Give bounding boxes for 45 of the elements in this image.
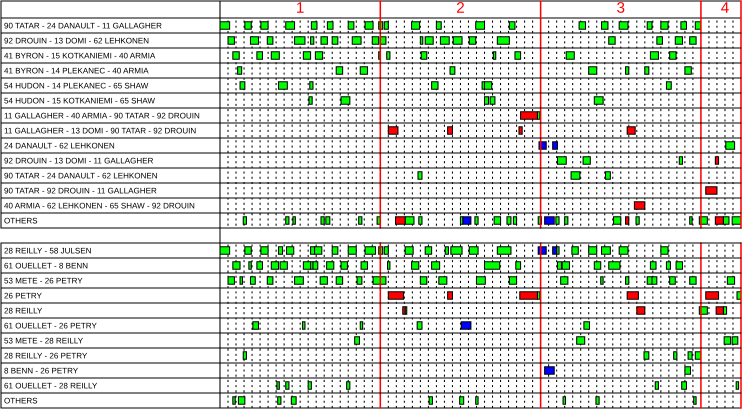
y-tick-label: 40 ARMIA - 62 LEHKONEN - 65 SHAW - 92 DROUIN [4,202,194,208]
bar [402,306,406,315]
y-tick-label: 11 GALLAGHER - 13 DOMI - 90 TATAR - 92 DROUIN [4,128,196,134]
bar [705,186,718,195]
y-tick-label: 41 BYRON - 15 KOTKANIEMI - 40 ARMIA [4,52,156,58]
y-tick-label: 92 DROUIN - 13 DOMI - 62 LEHKONEN [4,38,148,44]
bar [256,51,263,60]
bar [636,306,646,315]
bar [447,291,453,300]
y-tick-label: 90 TATAR - 24 DANAULT - 11 GALLAGHER [4,22,162,28]
bar [519,291,538,300]
bar [270,51,280,60]
x-tick-label: 2 [456,2,464,13]
y-tick-label: 92 DROUIN - 13 DOMI - 11 GALLAGHER [4,158,153,164]
y-tick-label: 53 METE - 28 REILLY [4,338,83,344]
y-tick-label: 61 OUELLET - 26 PETRY [4,322,97,328]
y-tick-label: 11 GALLAGHER - 40 ARMIA - 90 TATAR - 92 DROUIN [4,112,200,118]
y-tick-label: OTHERS [4,398,38,404]
y-tick-label: 61 OUELLET - 28 REILLY [4,382,98,388]
y-tick-label: 61 OUELLET - 8 BENN [4,262,88,268]
bar [736,381,740,390]
bar [705,291,720,300]
bar [626,291,639,300]
x-tick-label: 3 [617,2,624,13]
y-tick-label: 90 TATAR - 24 DANAULT - 62 LEHKONEN [4,172,157,178]
y-tick-label: 28 REILLY [4,308,42,314]
y-tick-label: 8 BENN - 26 PETRY [4,368,78,374]
y-tick-label: 54 HUDON - 14 PLEKANEC - 65 SHAW [4,82,148,88]
bar [716,306,724,315]
y-tick-label: 26 PETRY [4,292,42,298]
y-tick-label: OTHERS [4,218,38,224]
bar [386,51,390,60]
y-tick-label: 28 REILLY - 58 JULSEN [4,248,91,254]
x-tick-label: 1 [297,2,304,13]
y-tick-label: 54 HUDON - 15 KOTKANIEMI - 65 SHAW [4,98,155,104]
y-tick-label: 41 BYRON - 14 PLEKANEC - 40 ARMIA [4,68,149,74]
y-tick-label: 53 METE - 26 PETRY [4,278,82,284]
bar [514,51,522,60]
y-tick-label: 24 DANAULT - 62 LEHKONEN [4,142,114,148]
bar [417,171,423,180]
bar [302,51,312,60]
y-tick-label: 90 TATAR - 92 DROUIN - 11 GALLAGHER [4,188,156,194]
bar [232,51,240,60]
y-tick-label: 28 REILLY - 26 PETRY [4,352,88,358]
x-tick-label: 4 [721,2,729,13]
